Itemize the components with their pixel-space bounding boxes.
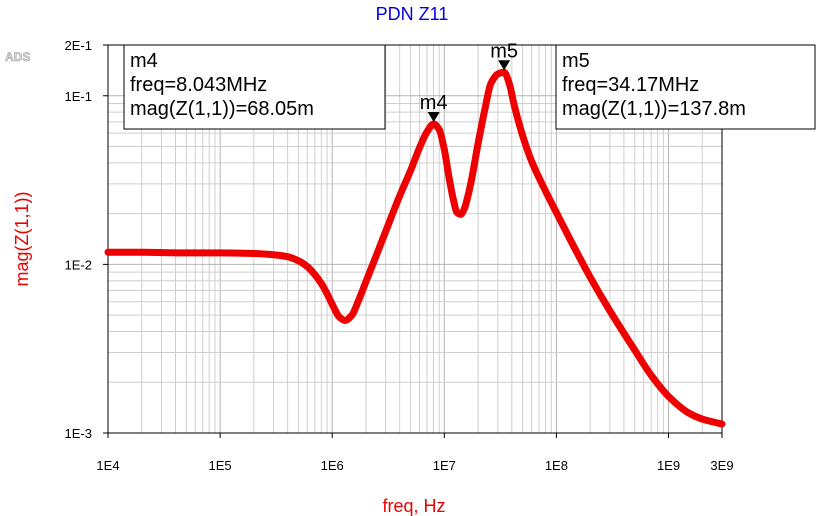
marker-m5-label: m5	[490, 40, 518, 62]
markers-layer: m4 m5	[420, 40, 518, 122]
x-tick-label: 1E6	[321, 458, 344, 473]
readout-m5-line: freq=34.17MHz	[562, 74, 699, 96]
marker-m5-triangle[interactable]	[498, 60, 511, 71]
readout-m4-box	[123, 44, 386, 130]
x-axis-label: freq, Hz	[382, 496, 445, 516]
x-tick-label: 1E4	[96, 458, 119, 473]
readout-m4-line: m4	[130, 50, 158, 72]
readouts-layer: m4freq=8.043MHzmag(Z(1,1))=68.05mm5freq=…	[123, 44, 816, 130]
series-layer	[104, 68, 726, 428]
marker-m4-triangle[interactable]	[427, 111, 440, 122]
y-tick-label: 1E-3	[65, 426, 92, 441]
series-line	[104, 68, 726, 428]
x-tick-label: 1E8	[545, 458, 568, 473]
readout-m5-line: mag(Z(1,1))=137.8m	[562, 98, 746, 120]
readout-m4-line: mag(Z(1,1))=68.05m	[130, 98, 314, 120]
x-tick-label: 1E7	[433, 458, 456, 473]
x-axis-ticks: 1E4 1E5 1E6 1E7 1E8 1E9 3E9	[96, 433, 734, 473]
chart-title: PDN Z11	[376, 4, 449, 24]
marker-m4-label: m4	[420, 92, 448, 114]
readout-m5-line: m5	[562, 50, 590, 72]
readout-m5-box	[555, 44, 816, 130]
readout-m4-line: freq=8.043MHz	[130, 74, 267, 96]
y-tick-label: 2E-1	[65, 38, 92, 53]
y-tick-label: 1E-2	[65, 257, 92, 272]
x-tick-label: 3E9	[710, 458, 733, 473]
x-tick-label: 1E9	[657, 458, 680, 473]
y-axis-label: mag(Z(1,1))	[12, 191, 32, 286]
x-tick-label: 1E5	[209, 458, 232, 473]
ads-watermark: ADS	[5, 50, 30, 64]
y-tick-label: 1E-1	[65, 89, 92, 104]
plot-frame	[107, 44, 723, 434]
y-axis-ticks: 1E-3 1E-2 1E-1 2E-1	[65, 38, 108, 441]
